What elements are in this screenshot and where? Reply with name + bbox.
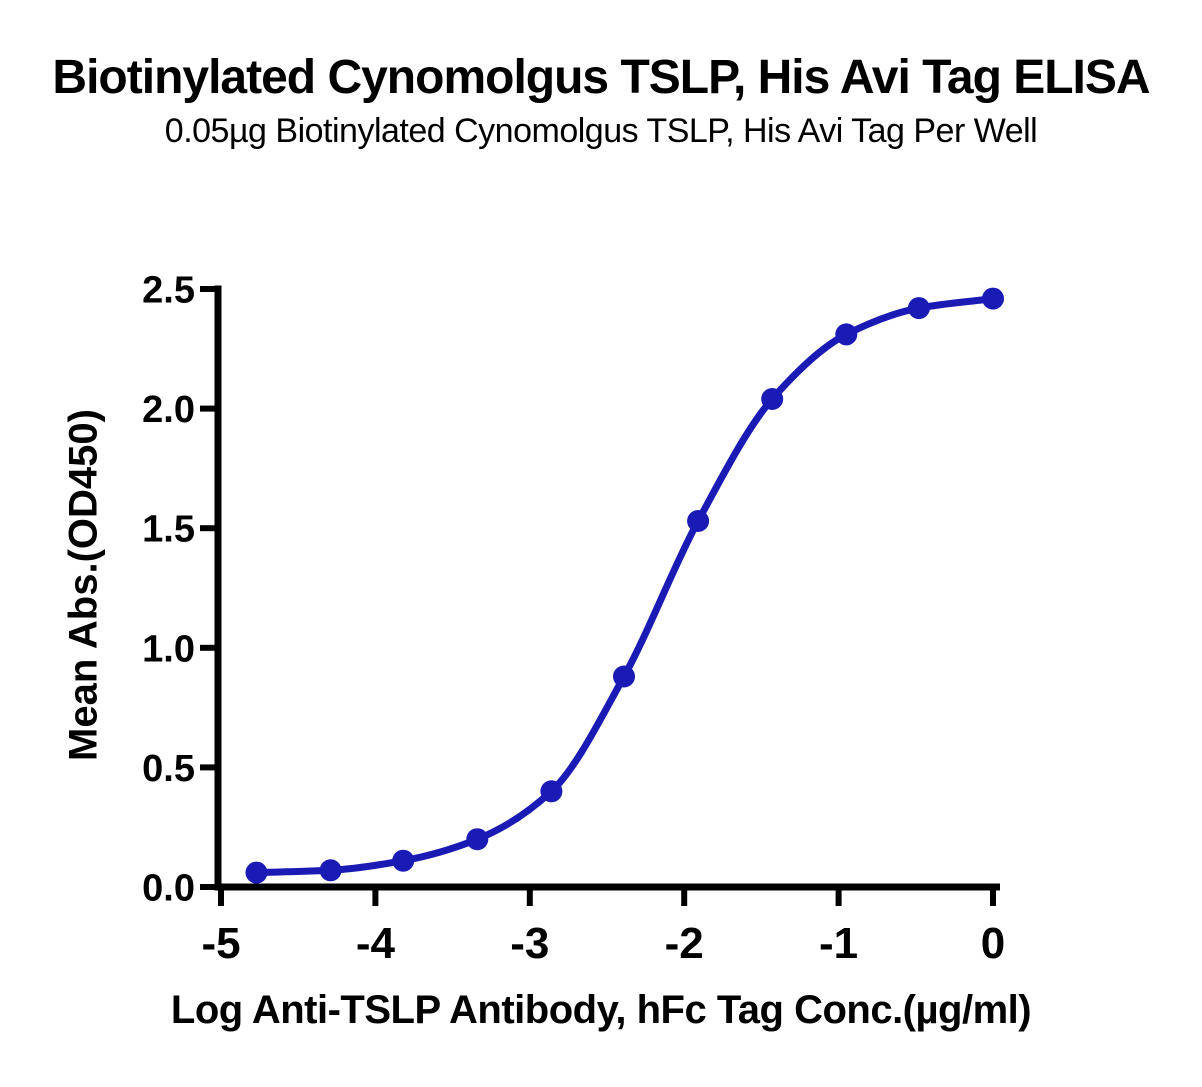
x-tick-label: -2: [665, 919, 704, 968]
data-point: [613, 665, 635, 688]
x-tick-label: 0: [981, 919, 1005, 968]
data-point: [245, 861, 268, 884]
x-tick-label: -1: [819, 919, 858, 968]
x-tick-label: -5: [201, 919, 240, 968]
data-point: [761, 388, 784, 410]
x-tick-label: -4: [356, 919, 396, 968]
data-point: [835, 323, 858, 346]
data-point: [319, 859, 342, 882]
y-tick-label: 2.0: [142, 389, 195, 431]
y-tick-label: 2.5: [142, 270, 195, 312]
data-point: [687, 510, 710, 532]
data-point: [466, 828, 489, 851]
y-tick-label: 1.5: [142, 509, 195, 551]
y-tick-label: 0.5: [142, 748, 195, 790]
y-tick-label: 1.0: [142, 628, 195, 670]
x-tick-label: -3: [510, 919, 549, 968]
data-point: [392, 849, 415, 872]
data-point: [907, 297, 930, 320]
chart-subtitle: 0.05µg Biotinylated Cynomolgus TSLP, His…: [164, 112, 1038, 150]
data-point: [540, 780, 563, 803]
fit-curve: [253, 295, 997, 877]
chart-title: Biotinylated Cynomolgus TSLP, His Avi Ta…: [52, 51, 1150, 104]
x-axis-title: Log Anti-TSLP Antibody, hFc Tag Conc.(µg…: [170, 988, 1032, 1032]
data-point: [982, 287, 1004, 310]
y-tick-label: 0.0: [142, 868, 195, 910]
